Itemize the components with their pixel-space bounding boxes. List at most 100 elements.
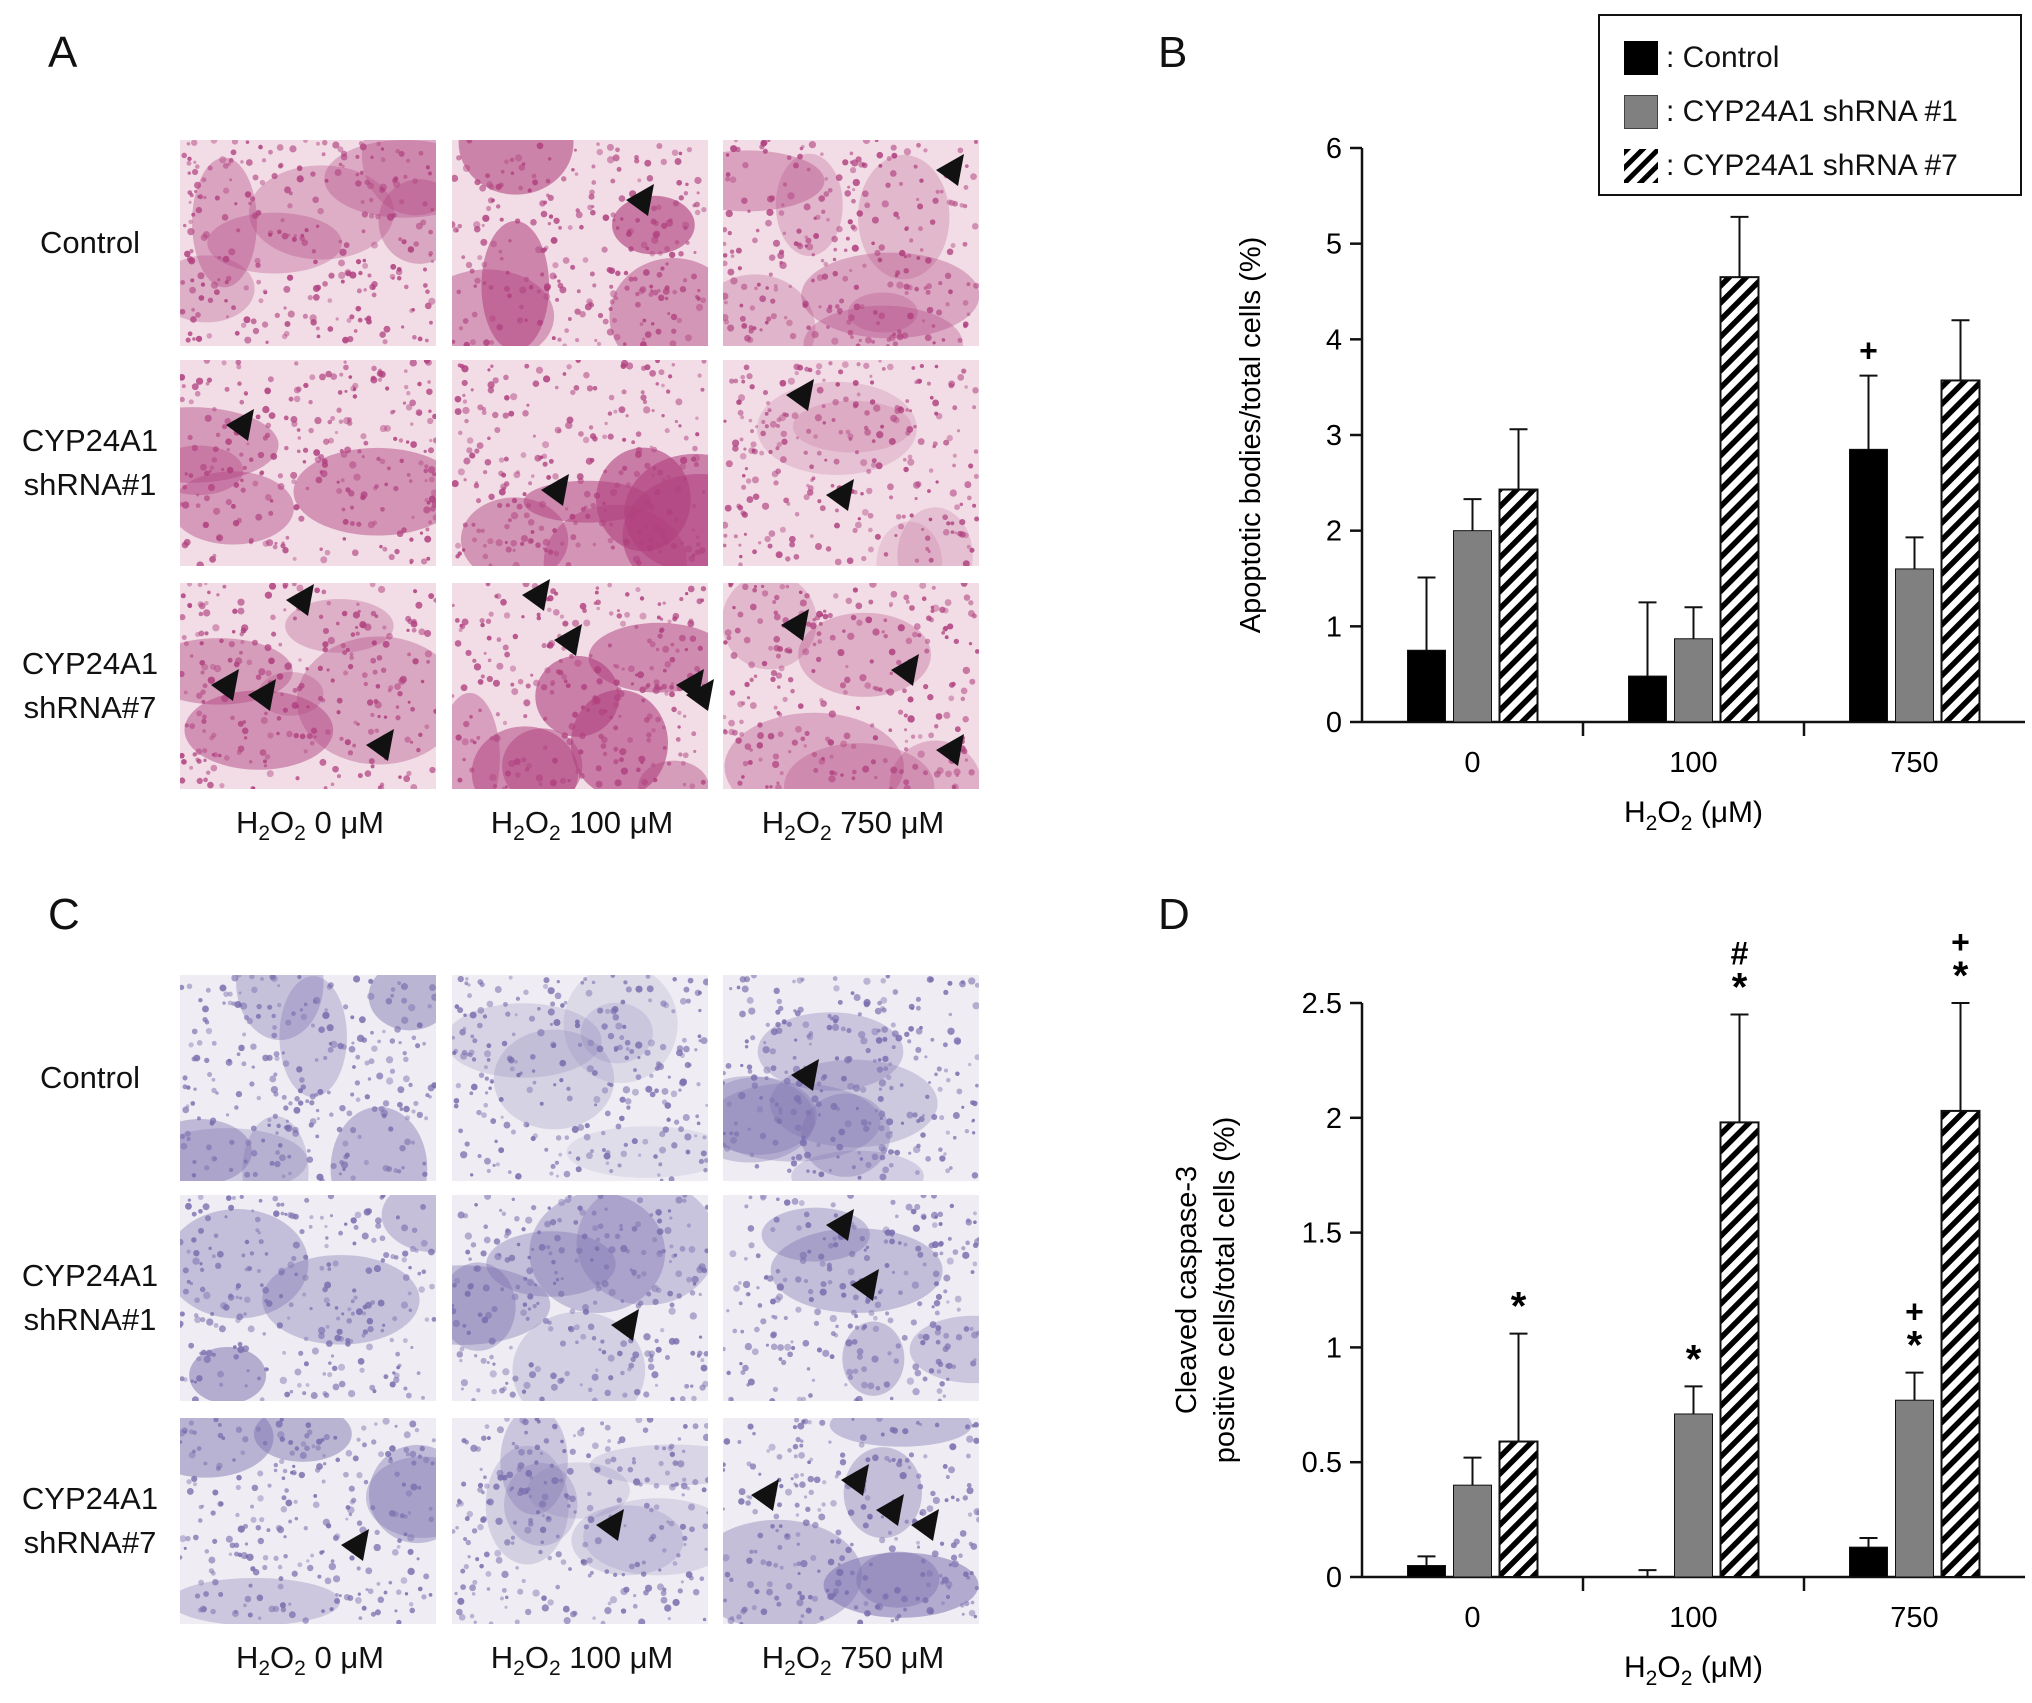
micrograph-image [180,1195,436,1401]
y-tick-label: 0 [1326,1562,1342,1594]
legend-swatch-shrna7 [1624,149,1658,183]
x-axis-label: H2O2 (μM) [1624,796,1763,835]
bar [1849,448,1888,723]
bar [1628,675,1667,723]
arrowhead-marker-icon [891,654,919,686]
significance-marker: * [1907,1324,1923,1368]
x-axis-label: H2O2 (μM) [1624,1651,1763,1690]
y-axis-label: Apoptotic bodies/total cells (%) [1235,237,1267,634]
arrowhead-marker-icon [211,669,239,701]
chart-legend: : Control : CYP24A1 shRNA #1 : CYP24A1 s… [1598,14,2022,196]
arrowhead-marker-icon [626,184,654,216]
bar [1719,1121,1760,1578]
significance-marker: # [1731,935,1749,971]
arrowhead-marker-icon [541,474,569,506]
x-tick-label: 750 [1890,747,1938,779]
y-tick-label: 4 [1326,324,1342,356]
column-label: H2O2 750 μM [761,805,945,846]
row-label: Control [40,1060,140,1095]
significance-marker: * [1686,1337,1702,1381]
micrograph-image [180,975,436,1181]
micrograph-image [723,140,979,346]
micrograph-image [452,360,708,566]
legend-label-control: : Control [1666,41,1780,74]
legend-label-shrna1: : CYP24A1 shRNA #1 [1666,95,1958,128]
y-tick-label: 6 [1326,133,1342,165]
row-label: CYP24A1 shRNA#1 [21,1258,159,1337]
legend-item-shrna7: : CYP24A1 shRNA #7 [1624,146,1958,186]
bar [1940,1109,1981,1578]
arrowhead-marker-icon [936,154,964,186]
arrowhead-marker-icon [751,1479,779,1511]
arrowhead-marker-icon [248,679,276,711]
micrograph-image [452,583,708,789]
row-label: CYP24A1 shRNA#1 [21,423,159,502]
legend-item-shrna1: : CYP24A1 shRNA #1 [1624,92,1958,132]
significance-marker: + [1905,1294,1924,1330]
arrowhead-marker-icon [826,1209,854,1241]
y-tick-label: 2.5 [1302,988,1342,1020]
y-tick-label: 0.5 [1302,1447,1342,1479]
bar [1895,1399,1934,1578]
bar [1453,530,1492,723]
panel-label-c: C [48,890,80,939]
x-tick-label: 0 [1464,747,1480,779]
x-tick-label: 100 [1669,747,1717,779]
micrograph-image [180,1418,436,1624]
arrowhead-marker-icon [786,379,814,411]
micrograph-image [723,583,979,789]
row-label: CYP24A1 shRNA#7 [21,646,159,725]
significance-marker: * [1732,965,1748,1009]
arrowhead-marker-icon [826,479,854,511]
arrowhead-marker-icon [611,1309,639,1341]
column-label: H2O2 100 μM [490,1640,674,1681]
chart-b-apoptotic-bodies: 0 1 2 3 4 5 6 0 100 750 + H2O2 (μM) Apoptotic bodies… [1235,133,2025,835]
y-tick-label: 3 [1326,420,1342,452]
arrowhead-marker-icon [876,1494,904,1526]
column-label: H2O2 0 μM [235,805,385,846]
significance-marker: * [1511,1285,1527,1329]
significance-marker: * [1953,954,1969,998]
arrowhead-marker-icon [791,1059,819,1091]
panel-label-a: A [48,28,78,77]
panel-label-b: B [1158,28,1188,77]
arrowhead-marker-icon [686,679,714,711]
micrograph-image [723,1418,979,1624]
bar [1895,568,1934,723]
arrowhead-marker-icon [781,609,809,641]
micrograph-image [723,975,979,1181]
bar [1407,1565,1446,1578]
row-label: CYP24A1 shRNA#7 [21,1481,159,1560]
y-axis-label: positive cells/total cells (%) [1209,1117,1241,1464]
micrograph-image [180,360,436,566]
arrowhead-marker-icon [366,729,394,761]
legend-swatch-control [1624,41,1658,75]
row-label: Control [40,225,140,260]
legend-item-control: : Control [1624,38,1779,78]
micrograph-image [180,140,436,346]
micrograph-image [452,975,708,1181]
x-tick-label: 100 [1669,1602,1717,1634]
y-axis-label: Cleaved caspase-3 [1171,1166,1203,1414]
legend-label-shrna7: : CYP24A1 shRNA #7 [1666,149,1958,182]
y-tick-label: 5 [1326,229,1342,261]
y-tick-label: 1 [1326,1332,1342,1364]
bar [1674,1413,1713,1578]
column-label: H2O2 0 μM [235,1640,385,1681]
arrowhead-marker-icon [341,1529,369,1561]
bar [1674,638,1713,723]
y-tick-label: 1.5 [1302,1218,1342,1250]
arrowhead-marker-icon [226,409,254,441]
y-tick-label: 1 [1326,611,1342,643]
y-tick-label: 0 [1326,707,1342,739]
arrowhead-marker-icon [841,1464,869,1496]
significance-marker: + [1951,924,1970,960]
x-tick-label: 0 [1464,1602,1480,1634]
y-tick-label: 2 [1326,1103,1342,1135]
x-tick-label: 750 [1890,1602,1938,1634]
micrograph-image [452,1418,708,1624]
bar [1498,488,1539,723]
y-tick-label: 2 [1326,516,1342,548]
bar [1849,1546,1888,1578]
